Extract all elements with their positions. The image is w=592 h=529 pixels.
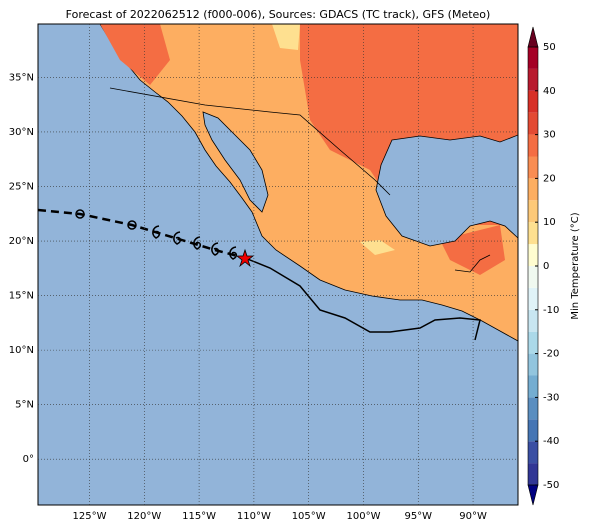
colorbar-segment: [528, 397, 538, 420]
colorbar-tick-label: 10: [543, 217, 556, 228]
colorbar-segment: [528, 331, 538, 354]
gulf-of-california: [202, 111, 269, 213]
track-point: [127, 220, 137, 230]
colorbar-label: Min Temperature (°C): [570, 212, 581, 319]
border: [454, 254, 491, 273]
colorbar-segment: [528, 178, 538, 201]
lat-tick-label: 20°N: [9, 236, 34, 247]
colorbar-segment: [528, 441, 538, 464]
colorbar-tick-label: -10: [543, 305, 559, 316]
lat-tick-label: 15°N: [9, 291, 34, 302]
colorbar-tick-label: -50: [543, 480, 559, 491]
land-warm: [100, 24, 170, 85]
storm-symbol: [152, 225, 161, 239]
colorbar-tick-label: 30: [543, 130, 556, 141]
colorbar-segment: [528, 309, 538, 332]
border: [109, 87, 391, 196]
land-cool: [360, 240, 395, 255]
colorbar-segment: [528, 68, 538, 91]
colorbar-segment: [528, 244, 538, 266]
track-forecast: [244, 257, 481, 341]
colorbar-tick-label: 0: [543, 261, 549, 272]
colorbar-segment: [528, 134, 538, 157]
colorbar-segment: [528, 156, 538, 179]
lat-tick-label: 0°: [23, 454, 34, 465]
lon-tick-label: 95°W: [404, 511, 432, 522]
lat-tick-label: 30°N: [9, 127, 34, 138]
colorbar-tick-label: -20: [543, 349, 559, 360]
colorbar-segment: [528, 222, 538, 245]
lon-tick-label: 100°W: [346, 511, 380, 522]
map: [38, 24, 518, 505]
map-frame: [37, 23, 519, 506]
colorbar-segment: [528, 463, 538, 485]
storm-symbol: [229, 246, 238, 260]
colorbar-segment: [528, 200, 538, 223]
colorbar-tick-label: 50: [543, 42, 556, 53]
lon-tick-label: 105°W: [292, 511, 326, 522]
colorbar-extend-top: [527, 26, 539, 48]
colorbar-segment: [528, 266, 538, 288]
colorbar-tick-label: 40: [543, 86, 556, 97]
lat-tick-label: 10°N: [9, 345, 34, 356]
colorbar-extend-bottom: [527, 484, 539, 506]
storm-symbol: [211, 242, 220, 256]
lat-tick-label: 5°N: [15, 400, 34, 411]
colorbar-tick-label: -40: [543, 436, 559, 447]
current-position: [235, 248, 255, 268]
gulf-of-mexico: [375, 134, 518, 247]
colorbar-segment: [528, 112, 538, 135]
land-cool: [272, 24, 300, 50]
lon-tick-label: 120°W: [127, 511, 161, 522]
colorbar-segment: [528, 353, 538, 376]
colorbar-segment: [528, 90, 538, 113]
track-point: [75, 209, 85, 219]
colorbar-segment: [528, 47, 538, 69]
colorbar-segment: [528, 419, 538, 442]
lat-tick-label: 35°N: [9, 72, 34, 83]
lon-tick-label: 90°W: [459, 511, 487, 522]
colorbar-tick-label: -30: [543, 392, 559, 403]
colorbar-segment: [528, 375, 538, 398]
lon-tick-label: 115°W: [182, 511, 216, 522]
colorbar-segment: [528, 287, 538, 310]
lon-tick-label: 125°W: [73, 511, 107, 522]
lat-tick-label: 25°N: [9, 182, 34, 193]
storm-symbol: [173, 231, 182, 245]
colorbar-tick-label: 20: [543, 173, 556, 184]
lon-tick-label: 110°W: [237, 511, 271, 522]
title: Forecast of 2022062512 (f000-006), Sourc…: [66, 8, 491, 21]
